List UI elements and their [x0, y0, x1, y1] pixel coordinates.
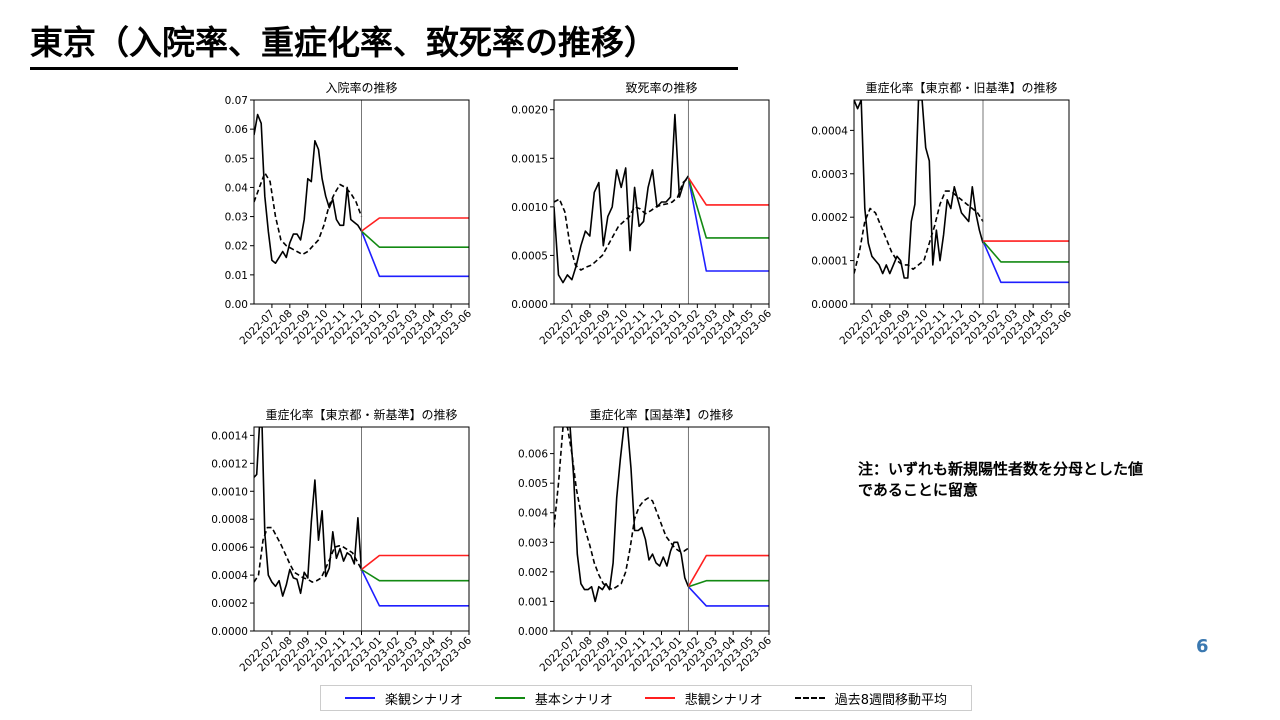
base-scenario-line: [982, 240, 1069, 263]
plot-frame: [553, 99, 770, 305]
y-tick-label: 0.0001: [811, 256, 848, 268]
y-tick-label: 0.0010: [211, 486, 248, 498]
y-tick-label: 0.00: [225, 299, 248, 311]
optimistic-scenario-line: [687, 177, 769, 272]
y-tick-label: 0.0000: [211, 626, 248, 638]
base-scenario-line: [687, 177, 769, 239]
y-tick-label: 0.0000: [811, 299, 848, 311]
chart-title: 致死率の推移: [625, 80, 697, 95]
legend-label-optimistic: 楽観シナリオ: [384, 692, 463, 708]
moving-average-line: [254, 172, 363, 256]
legend-item-pessimistic: 悲観シナリオ: [644, 689, 763, 708]
y-tick-label: 0.07: [225, 95, 248, 107]
y-tick-label: 0.001: [518, 596, 548, 608]
legend-swatch-moving-average: [794, 697, 825, 699]
y-tick-label: 0.0002: [211, 598, 248, 610]
y-tick-label: 0.03: [225, 212, 248, 224]
y-tick-label: 0.0005: [511, 250, 548, 262]
plot-frame: [253, 426, 470, 632]
pessimistic-scenario-line: [361, 217, 469, 232]
moving-average-line: [854, 190, 984, 274]
chart-title: 重症化率【国基準】の推移: [589, 407, 733, 422]
legend-label-moving-average: 過去8週間移動平均: [834, 692, 947, 708]
y-tick-label: 0.004: [518, 508, 548, 520]
y-tick-label: 0.0003: [811, 169, 848, 181]
y-tick-label: 0.003: [518, 537, 548, 549]
plot-frame: [553, 426, 770, 632]
moving-average-line: [554, 427, 689, 591]
legend-swatch-pessimistic: [644, 697, 675, 699]
legend-item-base: 基本シナリオ: [494, 689, 613, 708]
actual-line: [254, 113, 363, 264]
y-tick-label: 0.0010: [511, 202, 548, 214]
chart-svg: 重症化率【国基準】の推移 0.000 0.001 0.002 0.003 0.004 0.0…: [518, 407, 774, 674]
y-tick-label: 0.0012: [211, 458, 248, 470]
y-tick-label: 0.0014: [211, 430, 248, 442]
optimistic-scenario-line: [687, 586, 769, 607]
chart-hospitalization-rate: 入院率の推移 0.00 0.01 0.02 0.03 0.04 0.05 0.06 0.07 20…: [200, 76, 480, 366]
y-tick-label: 0.06: [225, 124, 249, 136]
y-tick-label: 0.05: [225, 153, 248, 165]
y-tick-label: 0.04: [225, 182, 249, 194]
legend-label-base: 基本シナリオ: [534, 692, 613, 708]
y-tick-label: 0.0004: [811, 125, 848, 137]
chart-fatality-rate: 致死率の推移 0.0000 0.0005 0.0010 0.0015 0.0020 2022…: [500, 76, 780, 366]
legend-item-moving-average: 過去8週間移動平均: [794, 689, 947, 708]
legend-swatch-base: [494, 697, 525, 699]
note-text: 注：いずれも新規陽性者数を分母とした値 であることに留意: [858, 459, 1143, 501]
chart-svg: 入院率の推移0.000.010.020.030.040.050.060.0720…: [225, 80, 475, 347]
y-tick-label: 0.0004: [211, 570, 248, 582]
legend-swatch-optimistic: [344, 697, 375, 699]
chart-svg: 重症化率【東京都・旧基準】の推移 0.0000 0.0001 0.0002 0.0003…: [811, 80, 1074, 347]
optimistic-scenario-line: [360, 230, 469, 278]
chart-title: 重症化率【東京都・新基準】の推移: [265, 407, 457, 422]
y-tick-label: 0.0008: [211, 514, 248, 526]
moving-average-line: [254, 526, 363, 583]
page-number: 6: [1196, 636, 1209, 657]
actual-line: [254, 427, 363, 597]
actual-line: [854, 100, 984, 279]
base-scenario-line: [360, 230, 469, 248]
y-tick-label: 0.002: [518, 567, 548, 579]
chart-title: 入院率の推移: [325, 80, 397, 95]
pessimistic-scenario-line: [361, 554, 469, 571]
plot-frame: [253, 99, 470, 305]
title-underline: [30, 67, 738, 70]
optimistic-scenario-line: [982, 240, 1069, 284]
chart-title: 重症化率【東京都・旧基準】の推移: [865, 80, 1057, 95]
moving-average-line: [554, 177, 689, 271]
legend-item-optimistic: 楽観シナリオ: [344, 689, 463, 708]
note-line-1: 注：いずれも新規陽性者数を分母とした値: [858, 460, 1144, 478]
base-scenario-line: [688, 579, 769, 588]
chart-severity-rate-tokyo-new: 重症化率【東京都・新基準】の推移 0.0000 0.0002 0.0004 0.0006…: [200, 403, 480, 693]
chart-svg: 重症化率【東京都・新基準】の推移 0.0000 0.0002 0.0004 0.0006…: [211, 407, 474, 674]
optimistic-scenario-line: [360, 569, 469, 607]
base-scenario-line: [361, 568, 469, 582]
y-tick-label: 0.0002: [811, 212, 848, 224]
y-tick-label: 0.0000: [511, 299, 548, 311]
chart-svg: 致死率の推移0.00000.00050.00100.00150.00202022…: [511, 80, 774, 347]
chart-legend: 楽観シナリオ 基本シナリオ 悲観シナリオ 過去8週間移動平均: [320, 685, 972, 711]
y-tick-label: 0.0020: [511, 105, 548, 117]
y-tick-label: 0.006: [518, 449, 548, 461]
plot-frame: [853, 99, 1070, 305]
y-tick-label: 0.000: [518, 626, 548, 638]
y-tick-label: 0.005: [518, 478, 548, 490]
y-tick-label: 0.0015: [511, 153, 548, 165]
legend-label-pessimistic: 悲観シナリオ: [684, 692, 763, 708]
chart-severity-rate-national: 重症化率【国基準】の推移 0.000 0.001 0.002 0.003 0.004 0.0…: [500, 403, 780, 693]
pessimistic-scenario-line: [687, 554, 769, 588]
slide-title: 東京（入院率、重症化率、致死率の推移）: [30, 23, 657, 62]
y-tick-label: 0.02: [225, 241, 248, 253]
y-tick-label: 0.01: [225, 270, 248, 282]
actual-line: [566, 427, 690, 603]
note-line-2: であることに留意: [858, 481, 978, 499]
y-tick-label: 0.0006: [211, 542, 248, 554]
chart-severity-rate-tokyo-old: 重症化率【東京都・旧基準】の推移 0.0000 0.0001 0.0002 0.0003…: [800, 76, 1080, 366]
pessimistic-scenario-line: [687, 177, 769, 206]
